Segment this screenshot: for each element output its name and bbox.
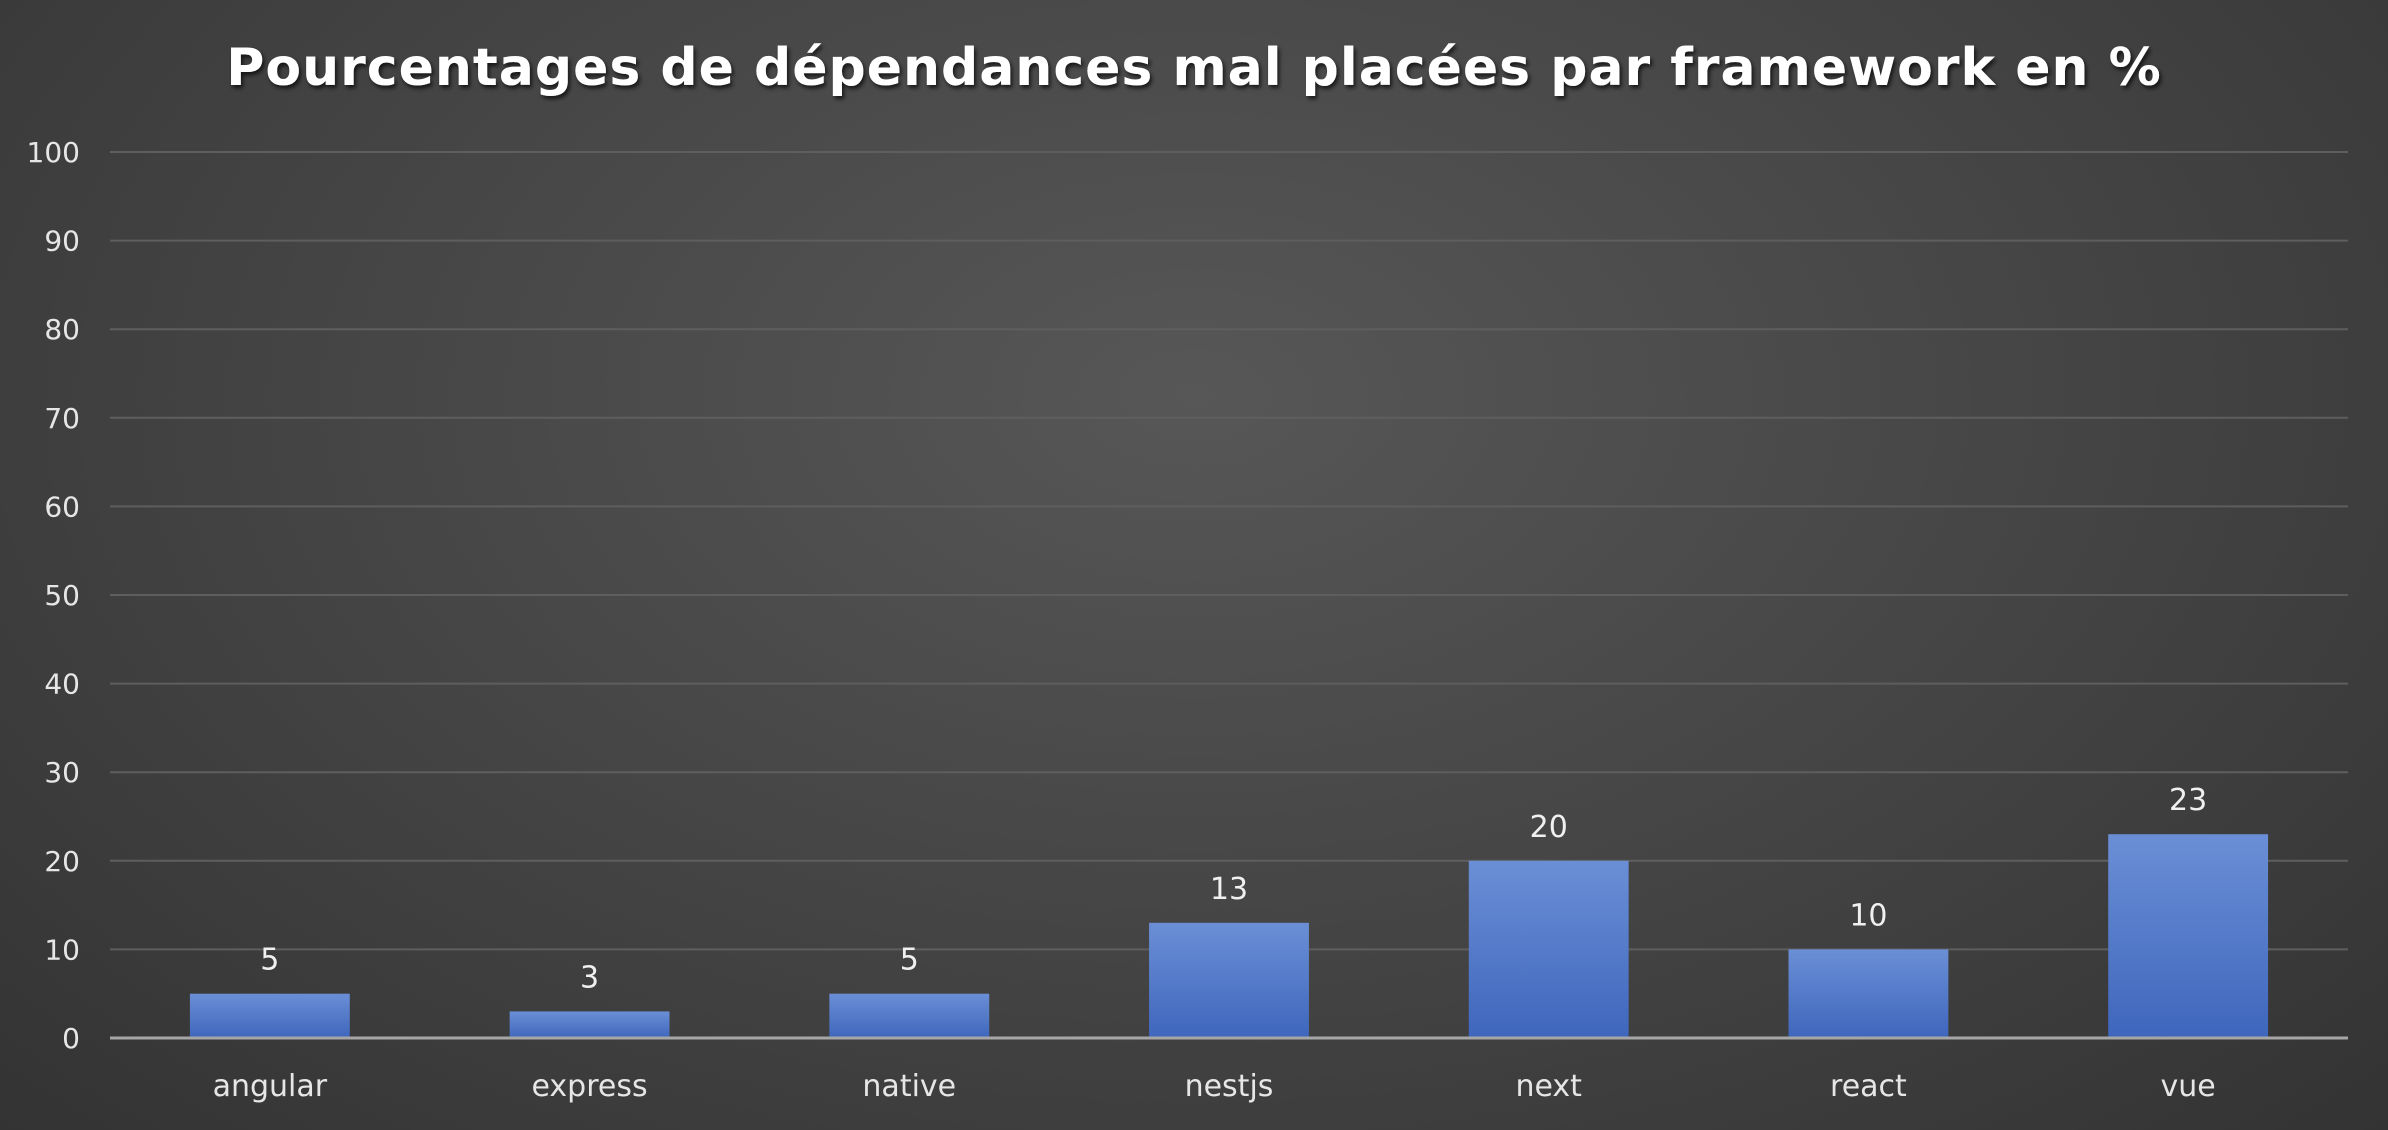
y-tick-label: 60 [44, 490, 80, 523]
data-label-native: 5 [900, 943, 919, 978]
chart-title: Pourcentages de dépendances mal placées … [226, 38, 2161, 98]
category-label-angular: angular [213, 1069, 328, 1104]
data-label-express: 3 [580, 960, 599, 995]
data-labels: 5 3 5 13 20 10 23 [260, 783, 2207, 995]
data-label-angular: 5 [260, 943, 279, 978]
y-tick-label: 90 [44, 225, 80, 258]
gridlines [110, 151, 2348, 951]
category-label-nestjs: nestjs [1185, 1069, 1274, 1104]
y-tick-label: 100 [27, 136, 80, 169]
y-tick-label: 50 [44, 579, 80, 612]
bar-angular [189, 993, 350, 1038]
bar-vue [2108, 834, 2269, 1038]
category-label-vue: vue [2161, 1069, 2216, 1104]
bar-next [1468, 860, 1629, 1038]
bar-native [829, 993, 990, 1038]
category-label-react: react [1830, 1069, 1907, 1104]
y-tick-label: 0 [62, 1022, 80, 1055]
bars [189, 834, 2269, 1038]
y-axis-ticks: 0 10 20 30 40 50 60 70 80 90 100 [27, 136, 80, 1055]
y-tick-label: 80 [44, 313, 80, 346]
y-tick-label: 30 [44, 756, 80, 789]
x-axis-categories: angular express native nestjs next react vue [213, 1069, 2216, 1104]
bar-react [1788, 949, 1949, 1038]
data-label-react: 10 [1849, 898, 1887, 933]
bar-express [509, 1011, 670, 1038]
data-label-vue: 23 [2169, 783, 2207, 818]
data-label-nestjs: 13 [1210, 872, 1248, 907]
y-tick-label: 40 [44, 668, 80, 701]
category-label-next: next [1515, 1069, 1582, 1104]
y-tick-label: 10 [44, 933, 80, 966]
data-label-next: 20 [1530, 810, 1568, 845]
category-label-native: native [862, 1069, 956, 1104]
y-tick-label: 70 [44, 402, 80, 435]
y-tick-label: 20 [44, 845, 80, 878]
bar-nestjs [1149, 922, 1309, 1038]
category-label-express: express [532, 1069, 648, 1104]
